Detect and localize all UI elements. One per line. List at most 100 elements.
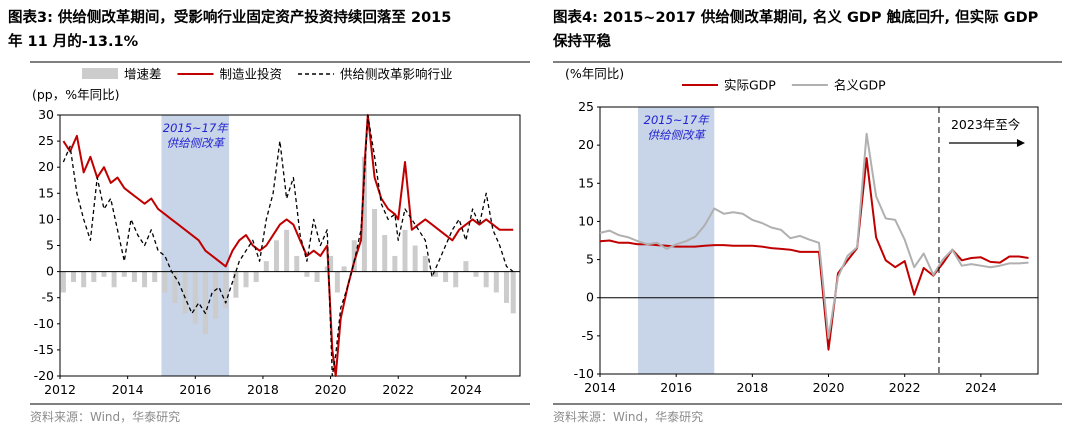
left-y-tick-label: -10: [34, 316, 54, 331]
left-bar: [263, 261, 269, 272]
left-bar: [233, 271, 239, 298]
right-shade-period: [638, 107, 715, 374]
right-y-tick-label: 10: [578, 213, 594, 228]
right-x-tick-label: 2022: [889, 380, 921, 395]
left-bar: [202, 271, 208, 335]
right-x-tick-label: 2016: [660, 380, 692, 395]
left-y-tick-label: -5: [42, 290, 54, 305]
left-bar: [304, 271, 310, 277]
left-bar: [351, 240, 357, 272]
left-bar: [60, 271, 66, 293]
right-y-tick-label: 0: [586, 290, 594, 305]
left-bar: [422, 255, 428, 272]
left-bar: [382, 235, 388, 272]
left-bar: [294, 255, 300, 272]
right-x-tick-label: 2018: [736, 380, 768, 395]
right-y-tick-label: -5: [582, 328, 594, 343]
left-legend-label-增速差: 增速差: [124, 67, 162, 82]
left-bar: [111, 271, 117, 288]
left-y-tick-label: 10: [38, 211, 54, 226]
left-bar: [284, 229, 290, 272]
right-y-tick-label: 15: [578, 175, 594, 190]
right-x-tick-label: 2024: [965, 380, 997, 395]
left-title-line2: 年 11 月的-13.1%: [8, 34, 139, 50]
right-series-line-名义GDP: [599, 132, 1029, 340]
left-bar: [493, 271, 499, 293]
left-bar: [121, 271, 127, 277]
left-bar: [131, 271, 137, 283]
left-y-tick-label: 0: [46, 264, 54, 279]
left-bar: [483, 271, 489, 288]
right-y-tick-label: 5: [586, 252, 594, 267]
right-y-tick-label: 20: [578, 137, 594, 152]
left-bar: [402, 229, 408, 272]
left-plot-frame: [59, 114, 521, 377]
right-x-tick-label: 2020: [813, 380, 845, 395]
left-bar: [412, 245, 418, 272]
left-title-line1: 图表3: 供给侧改革期间，受影响行业固定资产投资持续回落至 2015: [8, 10, 452, 26]
left-bar: [392, 255, 398, 272]
left-bar: [328, 255, 334, 272]
left-x-tick-label: 2022: [382, 382, 414, 397]
left-bar: [372, 208, 378, 272]
left-bar: [101, 271, 107, 277]
right-vline-arrow-head: [1016, 139, 1025, 147]
left-y-axis-label: (pp，%年同比): [32, 87, 120, 102]
left-bar: [172, 271, 178, 303]
right-y-tick-label: 25: [578, 99, 594, 114]
left-x-tick-label: 2012: [44, 382, 76, 397]
right-legend-label-名义GDP: 名义GDP: [834, 78, 886, 93]
left-bar: [71, 271, 77, 283]
left-bar: [273, 240, 279, 272]
left-bar: [182, 271, 188, 314]
left-bar: [432, 271, 438, 277]
left-chart-title: 图表3: 供给侧改革期间，受影响行业固定资产投资持续回落至 2015 年 11 …: [8, 6, 533, 54]
left-bar: [91, 271, 97, 283]
left-shade-label-line2: 供给侧改革: [167, 136, 226, 150]
right-chart-title: 图表4: 2015~2017 供给侧改革期间, 名义 GDP 触底回升, 但实际…: [553, 6, 1075, 54]
right-title-line1: 图表4: 2015~2017 供给侧改革期间, 名义 GDP 触底回升, 但实际…: [553, 10, 1039, 26]
left-bar: [142, 271, 148, 288]
left-source-note: 资料来源：Wind，华泰研究: [30, 410, 181, 424]
left-bar: [253, 271, 259, 283]
right-y-axis-label: (%年同比): [565, 66, 624, 81]
left-series-line-制造业投资: [62, 114, 514, 377]
left-shade-label-line1: 2015~17年: [163, 121, 230, 135]
left-x-tick-label: 2014: [112, 382, 144, 397]
right-source-note: 资料来源：Wind，华泰研究: [553, 410, 704, 424]
left-bar: [314, 271, 320, 283]
left-bar: [443, 271, 449, 283]
left-bar: [243, 271, 249, 288]
left-y-tick-label: 25: [38, 133, 54, 148]
right-x-tick-label: 2014: [584, 380, 616, 395]
left-bar: [223, 271, 229, 309]
left-bar: [213, 271, 219, 319]
right-y-tick-label: -10: [574, 366, 594, 381]
left-shade-period: [161, 115, 230, 376]
left-bar: [453, 271, 459, 288]
left-y-tick-label: 5: [46, 238, 54, 253]
left-bar: [324, 266, 330, 272]
left-bar: [463, 261, 469, 272]
left-bar: [503, 271, 509, 303]
left-bar: [473, 271, 479, 277]
left-legend-swatch-增速差: [82, 68, 118, 79]
left-bar: [334, 271, 340, 293]
left-bar: [510, 271, 516, 314]
left-x-tick-label: 2020: [315, 382, 347, 397]
right-shade-label-line1: 2015~17年: [644, 113, 711, 127]
left-bar: [361, 156, 367, 272]
left-y-tick-label: -20: [34, 368, 54, 383]
left-y-tick-label: -15: [34, 342, 54, 357]
left-bar: [152, 271, 158, 283]
right-shade-label-line2: 供给侧改革: [647, 128, 706, 142]
left-y-tick-label: 30: [38, 107, 54, 122]
left-y-tick-label: 15: [38, 185, 54, 200]
right-vline-label: 2023年至今: [951, 117, 1021, 132]
left-bar: [341, 266, 347, 272]
left-x-tick-label: 2024: [450, 382, 482, 397]
left-x-tick-label: 2018: [247, 382, 279, 397]
